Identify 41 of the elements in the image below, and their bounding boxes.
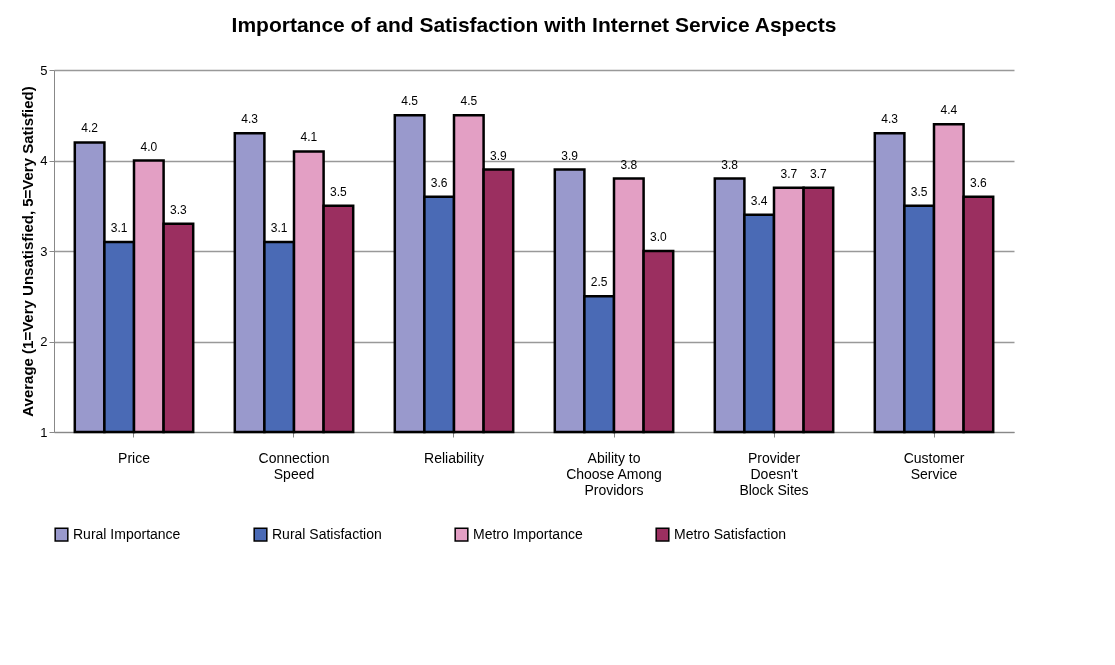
x-tick-label: Provider Doesn't Block Sites: [739, 449, 809, 498]
data-label: 4.3: [241, 112, 259, 127]
data-label: 4.5: [401, 94, 419, 109]
data-label: 2.5: [590, 275, 608, 290]
y-axis-title: Average (1=Very Unsatisfied, 5=Very Satisfied): [19, 86, 37, 417]
data-label: 3.7: [810, 166, 828, 181]
data-label: 3.1: [110, 220, 128, 235]
legend-label: Rural Importance: [73, 525, 181, 542]
data-label: 3.9: [490, 148, 508, 163]
data-label: 3.8: [620, 157, 638, 172]
data-label: 4.4: [940, 103, 958, 118]
chart-title: Importance of and Satisfaction with Internet Service Aspects: [231, 13, 837, 36]
data-label: 3.3: [170, 202, 188, 217]
x-tick-label: Price: [118, 449, 151, 466]
legend-label: Metro Importance: [473, 525, 583, 542]
data-label: 3.5: [330, 184, 348, 199]
data-label: 3.1: [270, 220, 288, 235]
x-tick-label: Reliability: [424, 449, 484, 466]
data-label: 3.5: [910, 184, 928, 199]
x-tick-label: Ability to Choose Among Providors: [566, 449, 662, 498]
data-label: 3.9: [561, 148, 579, 163]
data-label: 4.3: [881, 112, 899, 127]
y-tick-label: 1: [40, 424, 48, 440]
legend-label: Rural Satisfaction: [272, 525, 382, 542]
data-label: 4.5: [460, 94, 478, 109]
y-tick-label: 3: [40, 243, 48, 259]
data-label: 3.4: [750, 193, 768, 208]
data-label: 3.7: [780, 166, 798, 181]
data-label: 3.0: [650, 230, 668, 244]
y-tick-label: 4: [40, 153, 48, 168]
data-label: 4.1: [300, 130, 318, 145]
y-tick-label: 5: [40, 62, 48, 78]
data-label: 3.6: [970, 175, 988, 190]
legend-label: Metro Satisfaction: [674, 525, 787, 542]
x-tick-label: Connection Speed: [258, 449, 330, 482]
y-tick-label: 2: [40, 334, 48, 349]
data-label: 3.8: [721, 157, 739, 172]
data-label: 4.2: [81, 121, 99, 136]
data-label: 3.6: [430, 175, 448, 190]
data-label: 4.0: [140, 139, 158, 154]
x-tick-label: Customer Service: [903, 449, 965, 482]
